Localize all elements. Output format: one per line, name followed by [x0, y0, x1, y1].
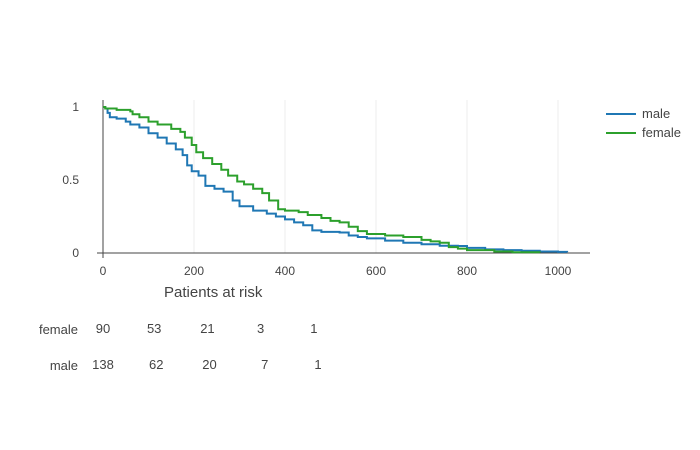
y-tick-label: 0 [72, 246, 79, 260]
risk-count: 62 [149, 357, 164, 372]
x-tick-label: 200 [184, 264, 204, 278]
risk-row-label-female: female [38, 322, 78, 337]
risk-count: 21 [200, 321, 215, 336]
series-line-female [103, 106, 541, 254]
risk-count: 20 [202, 357, 217, 372]
series-line-male [103, 106, 569, 253]
x-tick-label: 1000 [545, 264, 572, 278]
risk-row-label-male: male [49, 358, 78, 373]
risk-count: 7 [261, 357, 269, 372]
risk-count: 1 [314, 357, 322, 372]
risk-count: 138 [92, 357, 114, 372]
x-tick-label: 0 [100, 264, 107, 278]
risk-count: 3 [257, 321, 265, 336]
risk-table-title: Patients at risk [164, 284, 263, 301]
risk-count: 90 [95, 321, 111, 336]
y-tick-label: 0.5 [62, 173, 79, 187]
y-tick-label: 1 [72, 100, 79, 114]
x-tick-label: 600 [366, 264, 386, 278]
x-tick-label: 800 [457, 264, 477, 278]
legend-label-female: female [642, 125, 681, 140]
x-tick-label: 400 [275, 264, 295, 278]
risk-count: 53 [146, 321, 162, 336]
legend-label-male: male [642, 106, 670, 121]
risk-count: 1 [310, 321, 318, 336]
